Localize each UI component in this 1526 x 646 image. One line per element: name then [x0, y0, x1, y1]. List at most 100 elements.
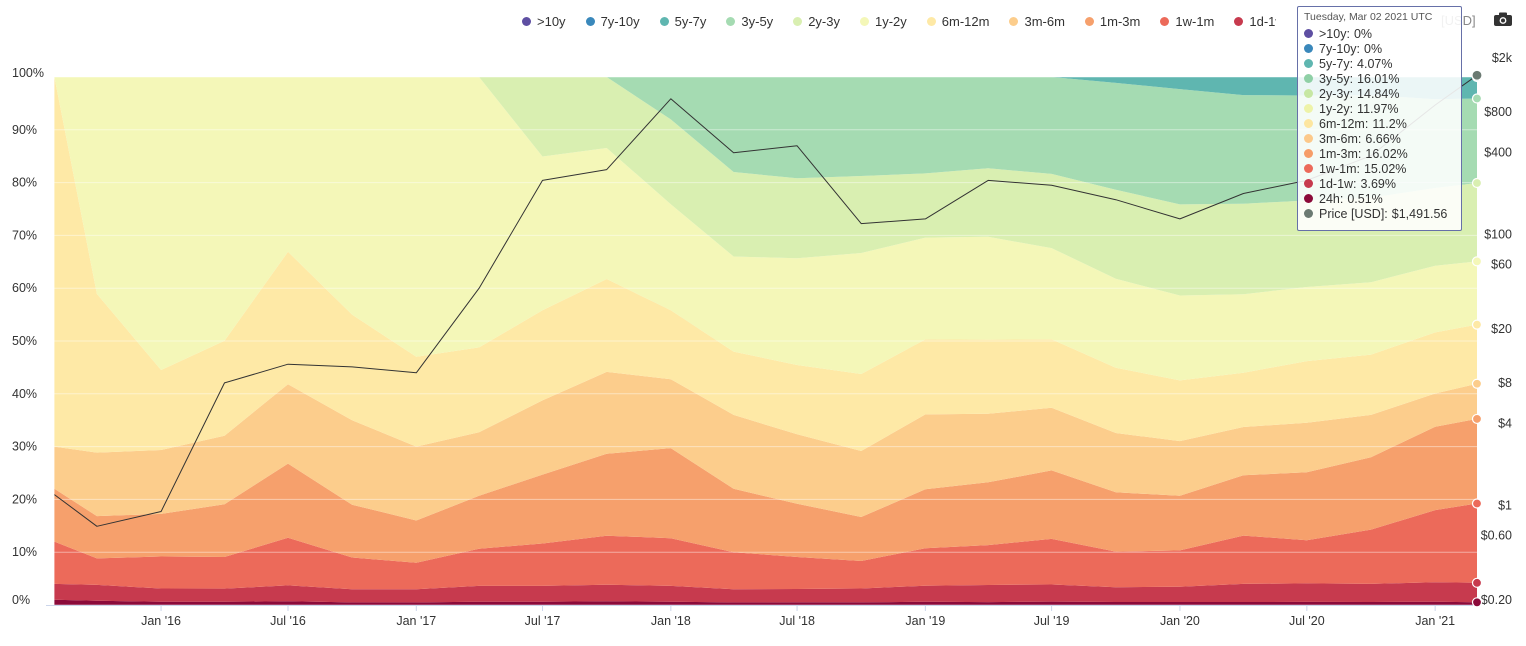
- legend-label: 1m-3m: [1099, 13, 1141, 29]
- price-tick-label: $800: [1484, 105, 1512, 119]
- legend: >10y 7y-10y 5y-7y 3y-5y 2y-3y 1y-2y 6m-12m 3m-6…: [522, 11, 1276, 31]
- y-tick-label: 20%: [12, 492, 37, 506]
- tooltip-label: 3m-6m:: [1319, 131, 1362, 146]
- tooltip-row: >10y: 0%: [1304, 26, 1455, 41]
- tooltip-value: 11.2%: [1372, 116, 1407, 131]
- legend-label: 6m-12m: [941, 13, 990, 29]
- tooltip-dot-icon: [1304, 59, 1313, 68]
- legend-item[interactable]: 2y-3y: [793, 14, 840, 29]
- series-end-markers: [1471, 69, 1483, 608]
- tooltip-value: 6.66%: [1365, 131, 1401, 146]
- hover-tooltip: Tuesday, Mar 02 2021 UTC >10y: 0% 7y-10y: 0…: [1297, 6, 1462, 231]
- legend-dot-icon: [659, 16, 669, 26]
- series-end-marker: [1471, 498, 1483, 509]
- area-2y-3y: [54, 77, 1477, 296]
- y-tick-label: 80%: [12, 176, 37, 190]
- legend-item[interactable]: 5y-7y: [659, 14, 706, 29]
- legend-dot-icon: [726, 16, 736, 26]
- camera-icon[interactable]: [1494, 12, 1512, 26]
- price-tick-label: $4: [1498, 417, 1512, 431]
- price-tick-label: $0.20: [1481, 593, 1512, 607]
- legend-item[interactable]: 1d-1w: [1234, 14, 1276, 29]
- tooltip-label: 2y-3y:: [1319, 86, 1354, 101]
- tooltip-row: 7y-10y: 0%: [1304, 41, 1455, 56]
- y-tick-label: 30%: [12, 440, 37, 454]
- legend-dot-icon: [585, 16, 595, 26]
- legend-item[interactable]: 1y-2y: [859, 13, 907, 29]
- legend-item[interactable]: 1m-3m: [1084, 13, 1141, 29]
- y-tick-label: 40%: [12, 387, 37, 401]
- series-end-marker: [1471, 319, 1483, 330]
- legend-label: 1w-1m: [1175, 13, 1215, 29]
- tooltip-dot-icon: [1304, 134, 1313, 143]
- left-axis: 0% 10% 20% 30% 40% 50% 60% 70% 80% 90% 100%: [12, 66, 44, 607]
- tooltip-dot-icon: [1304, 194, 1313, 203]
- tooltip-dot-icon: [1304, 74, 1313, 83]
- price-tick-label: $8: [1498, 376, 1512, 390]
- tooltip-value: 0%: [1353, 26, 1373, 41]
- tooltip-label: 1w-1m:: [1319, 161, 1360, 176]
- price-tick-label: $1: [1498, 498, 1512, 512]
- x-tick-label: Jan '19: [905, 614, 945, 628]
- x-tick-label: Jul '18: [779, 614, 815, 628]
- series-end-marker: [1471, 256, 1483, 267]
- area-6m-12m: [54, 77, 1477, 453]
- legend-dot-icon: [926, 16, 936, 26]
- tooltip-row: 2y-3y: 14.84%: [1304, 86, 1455, 101]
- tooltip-label: 3y-5y:: [1319, 71, 1354, 86]
- price-tick-label: $2k: [1492, 51, 1513, 65]
- price-line: [54, 74, 1478, 527]
- legend-label: 3m-6m: [1024, 13, 1065, 29]
- tooltip-dot-icon: [1304, 179, 1313, 188]
- legend-label: 2y-3y: [808, 13, 840, 29]
- legend-item[interactable]: 6m-12m: [926, 13, 990, 29]
- tooltip-value: 14.84%: [1357, 86, 1400, 101]
- y-tick-label: 50%: [12, 334, 37, 348]
- tooltip-value: 3.69%: [1360, 176, 1396, 191]
- tooltip-value: 16.01%: [1357, 71, 1400, 86]
- legend-dot-icon: [522, 16, 531, 26]
- x-tick-label: Jan '18: [651, 614, 691, 628]
- tooltip-value: 0%: [1364, 41, 1383, 56]
- series-end-marker: [1471, 413, 1483, 425]
- tooltip-value: 0.51%: [1347, 191, 1383, 206]
- area-1m-3m: [54, 418, 1477, 563]
- legend-item[interactable]: 3m-6m: [1009, 13, 1065, 29]
- area-1y-2y: [54, 77, 1477, 381]
- tooltip-date: Tuesday, Mar 02 2021 UTC: [1304, 11, 1433, 23]
- series-end-marker: [1471, 177, 1483, 189]
- tooltip-value: 16.02%: [1365, 146, 1408, 161]
- tooltip-dot-icon: [1304, 44, 1313, 53]
- price-tick-label: $100: [1484, 227, 1512, 241]
- y-tick-label: 0%: [12, 593, 30, 607]
- series-end-marker: [1471, 93, 1483, 104]
- tooltip-row: 3m-6m: 6.66%: [1304, 131, 1455, 146]
- area-1w-1m: [54, 503, 1477, 590]
- legend-label: 1d-1w: [1249, 13, 1276, 29]
- price-end-marker: [1471, 69, 1483, 81]
- y-tick-label: 10%: [12, 545, 37, 559]
- tooltip-value: 4.07%: [1357, 56, 1393, 71]
- legend-dot-icon: [1009, 16, 1019, 26]
- legend-item[interactable]: 1w-1m: [1160, 14, 1214, 29]
- legend-label: 1y-2y: [874, 13, 907, 29]
- x-tick-label: Jan '17: [396, 614, 436, 628]
- area-24h: [54, 599, 1477, 605]
- legend-label: 7y-10y: [600, 13, 640, 29]
- tooltip-dot-icon: [1304, 104, 1313, 113]
- legend-item[interactable]: 7y-10y: [585, 13, 640, 29]
- legend-label: 3y-5y: [741, 13, 774, 29]
- tooltip-dot-icon: [1304, 89, 1313, 98]
- tooltip-row: 1m-3m: 16.02%: [1304, 146, 1455, 161]
- tooltip-row: Price [USD]: $1,491.56: [1304, 206, 1455, 221]
- series-end-marker: [1471, 597, 1483, 608]
- y-tick-label: 70%: [12, 228, 37, 242]
- tooltip-dot-icon: [1304, 164, 1313, 173]
- legend-item[interactable]: 3y-5y: [726, 14, 773, 29]
- tooltip-label: 1y-2y:: [1319, 101, 1354, 116]
- legend-item[interactable]: >10y: [522, 14, 566, 29]
- legend-dot-icon: [1084, 16, 1094, 26]
- area-5y-7y: [54, 77, 1477, 100]
- tooltip-label: 24h:: [1319, 191, 1344, 206]
